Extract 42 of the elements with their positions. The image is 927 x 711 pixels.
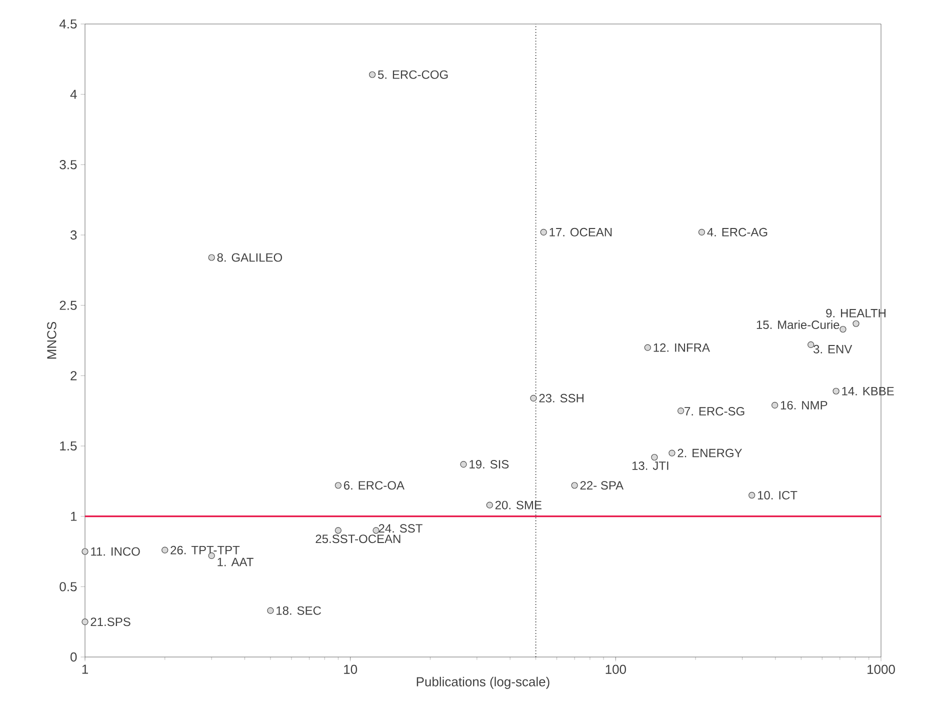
y-tick-label: 0.5 [60,582,77,592]
x-tick-label: 1000 [868,664,895,674]
annotation: 17. OCEAN [550,228,612,236]
y-tick-label: 1 [70,512,77,521]
y-tick-label: 1.5 [60,441,77,451]
annotation: 4. ERC-AG [707,228,768,236]
y-tick-label: 4.5 [59,19,77,29]
annotation: 24. SST [378,524,422,533]
annotation: 13. JTI [632,461,668,470]
annotation: 1. AAT [218,558,254,566]
x-tick-label: 1 [82,664,88,674]
y-tick-label: 0 [70,652,77,662]
annotation: 2. ENERGY [678,448,742,458]
annotation: 6. ERC-OA [344,481,404,490]
annotation: 14. KBBE [842,387,894,396]
annotation: 12. INFRA [654,343,710,352]
annotation: 25.SST-OCEAN [316,534,400,544]
annotation: 7. ERC-SG [684,407,744,416]
annotation: 19. SIS [470,460,509,469]
x-tick-label: 100 [606,664,626,674]
annotation: 8. GALILEO [217,253,282,262]
y-tick-label: 2 [70,371,77,380]
y-tick-label: 3.5 [60,160,77,170]
y-tick-label: 2.5 [60,300,77,310]
y-tick-label: 3 [70,230,77,240]
x-tick-label: 10 [344,664,358,674]
annotation: 11. INCO [91,547,140,556]
annotation: 15. Marie-Curie [756,320,840,330]
y-tick-label: 4 [70,90,77,99]
annotation: 23. SSH [539,394,584,402]
annotation: 9. HEALTH [826,308,886,318]
annotation: 26. TPT-TPT [170,546,240,554]
annotation: 20. SME [495,500,542,510]
annotation: 3. ENV [814,344,852,354]
annotation: 10. ICT [758,490,798,500]
annotation: 22- SPA [580,481,624,490]
annotation: 18. SEC [276,606,321,615]
annotation: 16. NMP [780,400,828,410]
y-axis-title: MNCS [47,322,56,359]
x-axis-title: Publications (log-scale) [416,676,550,689]
annotation: 21.SPS [90,618,130,626]
annotation: 5. ERC-COG [378,70,448,79]
